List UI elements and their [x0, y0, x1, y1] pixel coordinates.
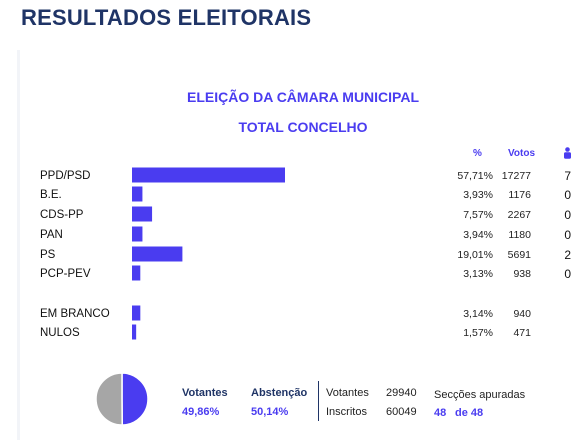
pct-value-cds-pp: 7,57% — [463, 209, 493, 221]
person-icon — [564, 147, 571, 159]
bar-nulos — [132, 324, 137, 340]
chart-subtitle: TOTAL CONCELHO — [238, 119, 368, 135]
votantes-count-label: Votantes — [326, 387, 369, 399]
pct-value-ps: 19,01% — [457, 249, 493, 261]
results-bar-chart: PPD/PSD 57,71% 17277 7 B.E. 3,93% 1176 0 CDS-PP 7… — [40, 167, 571, 340]
pct-value-pan: 3,94% — [463, 229, 493, 241]
pct-value-ppd-psd: 57,71% — [457, 170, 493, 182]
abstencao-percentage: 50,14% — [251, 406, 289, 418]
party-label-cds-pp: CDS-PP — [40, 209, 84, 221]
party-label-em-branco: EM BRANCO — [40, 308, 110, 320]
left-divider — [17, 50, 20, 440]
party-label-ppd-psd: PPD/PSD — [40, 170, 91, 182]
votes-value-pan: 1180 — [508, 229, 531, 241]
votantes-label: Votantes — [182, 387, 228, 399]
pct-value-em-branco: 3,14% — [463, 308, 493, 320]
chart-title: ELEIÇÃO DA CÂMARA MUNICIPAL — [186, 89, 420, 105]
pie-slice-abstencao — [95, 372, 123, 426]
party-label-nulos: NULOS — [40, 327, 80, 339]
bar-b-e — [132, 186, 143, 202]
party-label-pan: PAN — [40, 229, 63, 241]
votes-value-pcp-pev: 938 — [513, 268, 531, 280]
pct-column-header: % — [473, 148, 482, 159]
inscritos-count: 60049 — [386, 406, 417, 418]
bar-ps — [132, 246, 183, 262]
votes-value-ppd-psd: 17277 — [502, 170, 531, 182]
seccoes-done: 48 — [434, 407, 447, 419]
votes-value-b-e: 1176 — [508, 189, 531, 201]
seats-value-pcp-pev: 0 — [564, 267, 571, 281]
votes-column-header: Votos — [508, 148, 536, 159]
seccoes-label: Secções apuradas — [434, 389, 526, 401]
page-title: RESULTADOS ELEITORAIS — [21, 5, 312, 30]
abstencao-label: Abstenção — [251, 387, 308, 399]
inscritos-label: Inscritos — [326, 406, 367, 418]
seats-value-ppd-psd: 7 — [564, 169, 571, 183]
votes-value-ps: 5691 — [508, 249, 532, 261]
seccoes-total: de 48 — [455, 407, 484, 419]
bar-cds-pp — [132, 206, 153, 222]
pie-slice-votantes — [121, 372, 149, 426]
bar-pan — [132, 226, 143, 242]
pct-value-pcp-pev: 3,13% — [463, 268, 493, 280]
seats-value-cds-pp: 0 — [564, 208, 571, 222]
bar-em-branco — [132, 305, 141, 321]
votantes-count: 29940 — [386, 387, 417, 399]
pct-value-b-e: 3,93% — [463, 189, 493, 201]
seats-value-b-e: 0 — [564, 188, 571, 202]
pct-value-nulos: 1,57% — [463, 327, 493, 339]
bar-ppd-psd — [132, 167, 285, 183]
summary-divider — [318, 381, 319, 421]
seats-value-pan: 0 — [564, 228, 571, 242]
votantes-percentage: 49,86% — [182, 406, 220, 418]
votes-value-em-branco: 940 — [513, 308, 531, 320]
party-label-pcp-pev: PCP-PEV — [40, 268, 91, 280]
votes-value-nulos: 471 — [513, 327, 531, 339]
bar-pcp-pev — [132, 265, 141, 281]
turnout-pie-chart — [95, 372, 149, 426]
party-label-ps: PS — [40, 249, 56, 261]
votes-value-cds-pp: 2267 — [508, 209, 532, 221]
party-label-b-e: B.E. — [40, 189, 62, 201]
seats-value-ps: 2 — [564, 248, 571, 262]
